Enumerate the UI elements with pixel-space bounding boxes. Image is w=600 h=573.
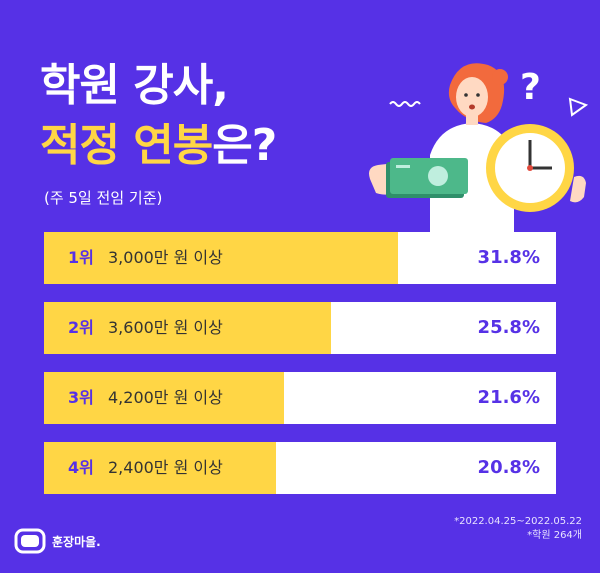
bar-category-label: 2,400만 원 이상 — [108, 458, 223, 477]
page-title-line-2: 적정 연봉은? — [40, 124, 277, 168]
survey-period: *2022.04.25~2022.05.22 — [454, 516, 582, 527]
page-title-line-1: 학원 강사, — [40, 60, 229, 111]
triangle-icon — [568, 97, 589, 117]
bar-value-label: 25.8% — [477, 317, 540, 338]
bar-rank: 2위 — [68, 318, 94, 337]
teacher-illustration: ? — [369, 63, 589, 237]
bar-rank: 3위 — [68, 388, 94, 407]
bar-value-label: 21.6% — [477, 387, 540, 408]
bar-rank: 1위 — [68, 248, 94, 267]
survey-sample: *학원 264개 — [527, 530, 582, 541]
footnote: *2022.04.25~2022.05.22 *학원 264개 — [454, 515, 582, 543]
question-icon: ? — [520, 67, 541, 108]
logo-icon — [14, 528, 46, 554]
bar-rank: 4위 — [68, 458, 94, 477]
clock-icon — [486, 124, 586, 212]
bar-category-label: 3,000만 원 이상 — [108, 248, 223, 267]
bar-row: 3위 4,200만 원 이상 21.6% — [44, 372, 556, 424]
bar-fill — [44, 442, 276, 494]
bar-value-label: 31.8% — [477, 247, 540, 268]
money-icon — [369, 158, 468, 198]
title-highlight: 적정 연봉 — [40, 120, 213, 171]
bar-fill — [44, 372, 284, 424]
svg-text:?: ? — [520, 67, 541, 108]
brand-logo: 훈장마을. — [14, 528, 101, 554]
bar-row: 1위 3,000만 원 이상 31.8% — [44, 232, 556, 284]
page-subtitle: (주 5일 전임 기준) — [44, 189, 163, 207]
bar-fill — [44, 302, 331, 354]
wave-icon — [389, 101, 421, 107]
title-suffix: 은? — [212, 120, 277, 171]
bar-row: 4위 2,400만 원 이상 20.8% — [44, 442, 556, 494]
logo-text: 훈장마을. — [52, 534, 101, 549]
bar-value-label: 20.8% — [477, 457, 540, 478]
bar-row: 2위 3,600만 원 이상 25.8% — [44, 302, 556, 354]
bar-category-label: 4,200만 원 이상 — [108, 388, 223, 407]
bar-fill — [44, 232, 398, 284]
bar-category-label: 3,600만 원 이상 — [108, 318, 223, 337]
